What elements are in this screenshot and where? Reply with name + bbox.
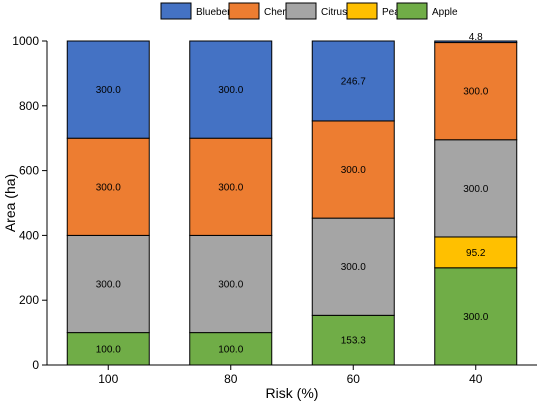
bar-cherry-80 [189, 137, 273, 236]
y-tick-label: 0 [32, 358, 39, 372]
legend-label: Peach [382, 7, 410, 18]
legend-item-peach: Peach [346, 2, 410, 20]
bar-label-apple-100: 100.0 [96, 344, 121, 355]
bar-cherry-60 [311, 120, 395, 219]
bar-label-cherry-60: 300.0 [341, 165, 366, 176]
bar-label-blueberry-60: 246.7 [341, 76, 366, 87]
legend-label: Apple [432, 7, 458, 18]
bar-blueberry-40 [434, 40, 518, 44]
bar-label-blueberry-40: 4.8 [469, 32, 483, 43]
legend-swatch [346, 2, 378, 20]
bar-blueberry-100 [66, 40, 150, 139]
bar-label-apple-40: 300.0 [463, 312, 488, 323]
bar-label-apple-80: 100.0 [218, 344, 243, 355]
bar-label-blueberry-100: 300.0 [96, 85, 121, 96]
legend-item-cherry: Cherry [228, 2, 294, 20]
legend-label: Citrus [321, 7, 347, 18]
legend-swatch [396, 2, 428, 20]
axes: 0 200 400 600 800 1000 100 80 60 40 [12, 34, 537, 386]
bar-apple-100 [66, 332, 150, 366]
bar-apple-80 [189, 332, 273, 366]
bar-label-citrus-80: 300.0 [218, 280, 243, 291]
legend-label: Cherry [264, 7, 294, 18]
bar-blueberry-60 [311, 40, 395, 122]
bar-labels: 100.0 300.0 300.0 300.0 100.0 300.0 300.0 300.0… [96, 32, 489, 355]
bar-apple-60 [311, 314, 395, 366]
bar-citrus-100 [66, 234, 150, 334]
x-tick-label: 80 [224, 372, 238, 386]
y-tick-label: 600 [19, 164, 39, 178]
bar-label-peach-40: 95.2 [466, 248, 486, 259]
legend: Blueberry Cherry Citrus Peach Apple [160, 2, 458, 20]
bar-cherry-100 [66, 137, 150, 236]
y-tick-label: 200 [19, 293, 39, 307]
legend-swatch [160, 2, 192, 20]
bar-citrus-40 [434, 139, 518, 238]
bar-cherry-40 [434, 42, 518, 141]
x-tick-label: 40 [469, 372, 483, 386]
bars [66, 40, 518, 366]
legend-item-citrus: Citrus [285, 2, 347, 20]
legend-label: Blueberry [196, 7, 239, 18]
bar-label-citrus-40: 300.0 [463, 184, 488, 195]
legend-item-apple: Apple [396, 2, 458, 20]
bar-label-apple-60: 153.3 [341, 336, 366, 347]
y-tick-label: 400 [19, 228, 39, 242]
bar-label-cherry-80: 300.0 [218, 182, 243, 193]
x-tick-label: 100 [98, 372, 118, 386]
bar-citrus-80 [189, 234, 273, 334]
legend-swatch [228, 2, 260, 20]
bar-label-citrus-100: 300.0 [96, 280, 121, 291]
legend-swatch [285, 2, 317, 20]
x-axis-title: Risk (%) [266, 385, 319, 401]
bar-label-cherry-40: 300.0 [463, 87, 488, 98]
legend-item-blueberry: Blueberry [160, 2, 239, 20]
y-axis-title: Area (ha) [2, 174, 18, 232]
y-tick-label: 1000 [12, 34, 39, 48]
bar-label-citrus-60: 300.0 [341, 262, 366, 273]
bar-blueberry-80 [189, 40, 273, 139]
x-tick-label: 60 [347, 372, 361, 386]
bar-label-cherry-100: 300.0 [96, 182, 121, 193]
y-tick-label: 800 [19, 99, 39, 113]
bar-label-blueberry-80: 300.0 [218, 85, 243, 96]
